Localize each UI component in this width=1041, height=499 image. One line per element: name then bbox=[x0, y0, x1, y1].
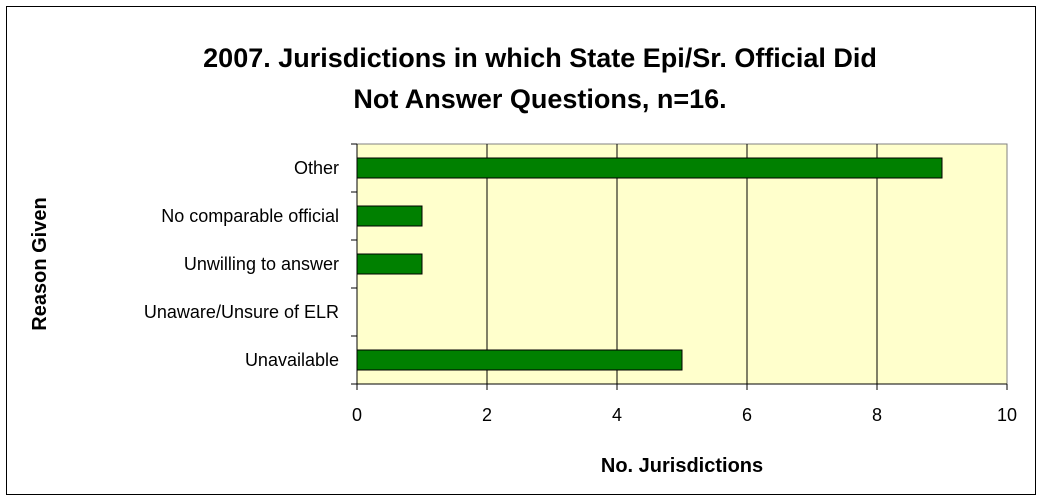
x-tick-labels: 0 2 4 6 8 10 bbox=[352, 405, 1017, 425]
x-tick-label: 10 bbox=[997, 405, 1017, 425]
chart-title-line1: 2007. Jurisdictions in which State Epi/S… bbox=[203, 43, 877, 73]
plot-area bbox=[356, 143, 1008, 385]
x-tick-label: 6 bbox=[742, 405, 752, 425]
chart-title-line2: Not Answer Questions, n=16. bbox=[353, 84, 726, 114]
y-tick-label: Other bbox=[294, 158, 339, 178]
x-tick-label: 2 bbox=[482, 405, 492, 425]
y-tick-label: Unwilling to answer bbox=[184, 254, 339, 274]
bar bbox=[356, 253, 423, 275]
bar bbox=[356, 205, 423, 227]
y-tick-label: Unavailable bbox=[245, 350, 339, 370]
bar bbox=[356, 349, 683, 371]
x-axis-label: No. Jurisdictions bbox=[601, 455, 763, 477]
y-axis-label: Reason Given bbox=[29, 197, 51, 330]
bar bbox=[356, 157, 943, 179]
x-tick-label: 0 bbox=[352, 405, 362, 425]
x-tick-label: 8 bbox=[872, 405, 882, 425]
y-tick-labels: Other No comparable official Unwilling to … bbox=[144, 158, 339, 370]
bars bbox=[356, 157, 943, 371]
y-tick-label: Unaware/Unsure of ELR bbox=[144, 302, 339, 322]
y-tick-label: No comparable official bbox=[161, 206, 339, 226]
x-tick-label: 4 bbox=[612, 405, 622, 425]
